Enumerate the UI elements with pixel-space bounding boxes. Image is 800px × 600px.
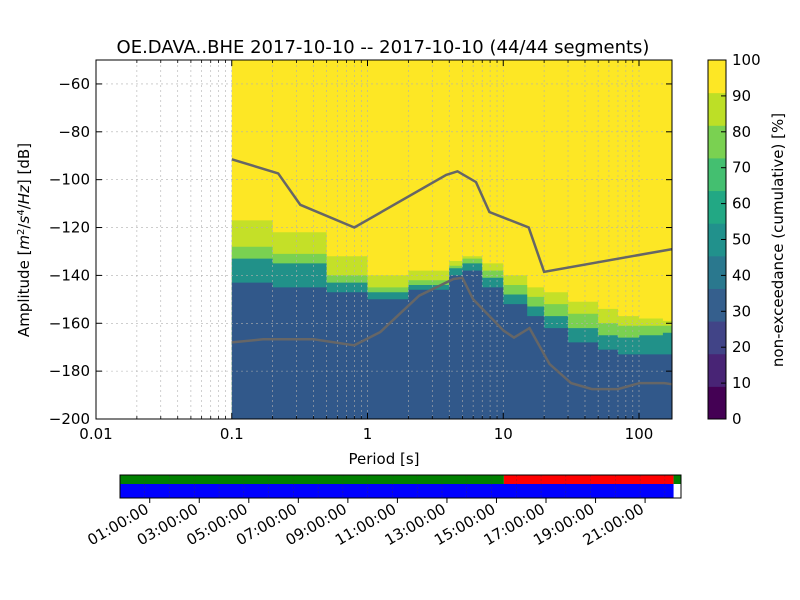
- colorbar-ticks: 0 10 20 30 40 50 60 70 80 90 100: [721, 51, 761, 428]
- plot-area: 0.01 0.1 1 10 100 −200 −180 −160 −140 −120 −100 −8…: [49, 59, 673, 443]
- y-tick-label: −140: [49, 266, 90, 284]
- coverage-bars: [120, 475, 681, 498]
- y-tick-label: −160: [49, 314, 90, 332]
- colorbar-segment: [708, 386, 726, 420]
- chart-title: OE.DAVA..BHE 2017-10-10 -- 2017-10-10 (4…: [117, 37, 650, 58]
- x-tick-label: 10: [494, 425, 513, 443]
- colorbar-segment: [708, 60, 726, 94]
- colorbar-tick-label: 100: [732, 51, 761, 69]
- lower-coverage-segment: [120, 484, 674, 498]
- colorbar-segment: [708, 288, 726, 322]
- colorbar-tick-label: 60: [732, 195, 751, 213]
- time-ticks: 01:00:0003:00:0005:00:0007:00:0009:00:00…: [84, 498, 647, 549]
- colorbar-label: non-exceedance (cumulative) [%]: [769, 113, 787, 367]
- series-lines: [231, 158, 673, 391]
- coverage-frame: [119, 474, 682, 499]
- x-tick-label: 1: [363, 425, 373, 443]
- colorbar-segment: [708, 255, 726, 289]
- colorbar-tick-label: 40: [732, 266, 751, 284]
- x-tick-label: 0.1: [220, 425, 244, 443]
- colorbar-tick-label: 90: [732, 87, 751, 105]
- colorbar-tick-label: 70: [732, 159, 751, 177]
- x-axis-ticks: 0.01 0.1 1 10 100: [79, 60, 653, 443]
- colorbar-segment: [708, 353, 726, 387]
- y-tick-label: −80: [58, 123, 90, 141]
- colorbar-gradient: [708, 60, 726, 420]
- colorbar-segment: [708, 157, 726, 192]
- upper-coverage-segment: [673, 475, 681, 484]
- high-noise-model-line: [231, 158, 673, 274]
- colorbar-tick-label: 80: [732, 123, 751, 141]
- colorbar-tick-label: 30: [732, 302, 751, 320]
- colorbar-tick-label: 50: [732, 231, 751, 249]
- y-tick-label: −100: [49, 171, 90, 189]
- upper-coverage-segment: [503, 475, 674, 484]
- colorbar-tick-label: 20: [732, 338, 751, 356]
- x-tick-label: 100: [625, 425, 654, 443]
- colorbar-segment: [708, 321, 726, 355]
- y-tick-label: −120: [49, 219, 90, 237]
- heatmap: [231, 60, 673, 419]
- plot-frame: [95, 59, 673, 420]
- y-axis-ticks: −200 −180 −160 −140 −120 −100 −80 −60: [49, 75, 672, 428]
- y-axis-label: Amplitude [m2/s4/Hz] [dB]: [15, 143, 33, 337]
- colorbar-tick-label: 0: [732, 410, 742, 428]
- low-noise-model-line: [231, 276, 673, 391]
- x-tick-label: 0.01: [79, 425, 112, 443]
- y-tick-label: −200: [49, 410, 90, 428]
- colorbar-segment: [708, 223, 726, 257]
- colorbar-segment: [708, 92, 726, 126]
- y-tick-label: −60: [58, 75, 90, 93]
- x-axis-label: Period [s]: [348, 450, 419, 468]
- band-20: [231, 270, 673, 419]
- colorbar: 0 10 20 30 40 50 60 70 80 90 100 non-exceedance (c…: [707, 51, 787, 428]
- colorbar-segment: [708, 190, 726, 224]
- time-coverage-axis: 01:00:0003:00:0005:00:0007:00:0009:00:00…: [84, 474, 682, 549]
- upper-coverage-segment: [120, 475, 504, 484]
- colorbar-tick-label: 10: [732, 374, 751, 392]
- y-tick-label: −180: [49, 362, 90, 380]
- colorbar-segment: [708, 125, 726, 159]
